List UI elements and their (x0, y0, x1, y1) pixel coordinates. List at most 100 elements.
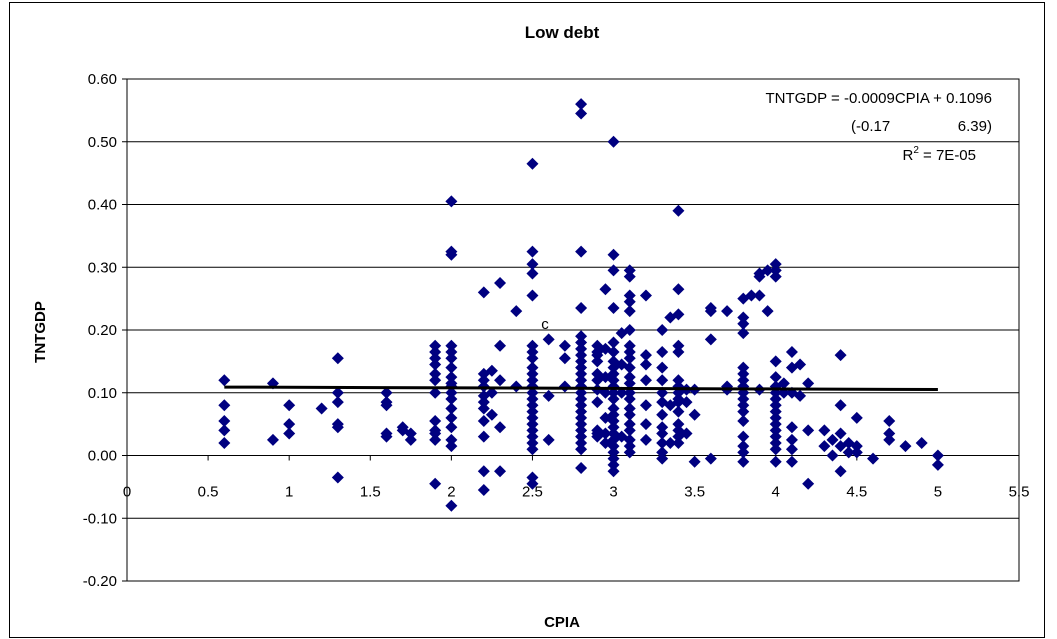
data-point (526, 386, 539, 399)
data-point (769, 264, 782, 277)
data-point (721, 305, 734, 318)
data-point (607, 302, 620, 315)
data-point (558, 339, 571, 352)
data-point (526, 339, 539, 352)
data-point (769, 430, 782, 443)
data-point (526, 443, 539, 456)
data-point (639, 349, 652, 362)
data-point (283, 418, 296, 431)
data-point (607, 264, 620, 277)
data-point (850, 440, 863, 453)
data-point (494, 421, 507, 434)
data-point (445, 248, 458, 261)
data-point (704, 305, 717, 318)
data-point (331, 352, 344, 365)
data-point (826, 433, 839, 446)
data-point (526, 436, 539, 449)
data-point (737, 367, 750, 380)
data-point (575, 436, 588, 449)
data-point (429, 433, 442, 446)
data-point (761, 264, 774, 277)
data-point (429, 339, 442, 352)
data-point (842, 446, 855, 459)
y-tick-label: 0.60 (88, 71, 117, 88)
t-stat-left: (-0.17 (851, 118, 890, 135)
data-point (680, 396, 693, 409)
data-point (380, 430, 393, 443)
data-point (623, 264, 636, 277)
data-point (575, 302, 588, 315)
data-point (802, 424, 815, 437)
chart-frame (9, 2, 1045, 638)
data-point (218, 399, 231, 412)
data-point (526, 471, 539, 484)
data-point (607, 374, 620, 387)
data-point (575, 367, 588, 380)
data-point (704, 333, 717, 346)
data-point (526, 399, 539, 412)
data-point (672, 405, 685, 418)
data-point (737, 393, 750, 406)
x-tick-label: 1.5 (360, 484, 381, 501)
x-tick-label: 1 (285, 484, 293, 501)
data-point (737, 440, 750, 453)
y-tick-label: -0.10 (83, 510, 117, 527)
r-squared: R2 = 7E-05 (902, 145, 976, 164)
data-point (575, 330, 588, 343)
y-tick-label: -0.20 (83, 573, 117, 590)
trendline (224, 385, 938, 392)
data-point (526, 411, 539, 424)
data-point (331, 421, 344, 434)
data-point (850, 411, 863, 424)
data-point (607, 458, 620, 471)
x-tick-label: 2 (447, 484, 455, 501)
data-point (753, 270, 766, 283)
data-point (623, 270, 636, 283)
data-point (485, 386, 498, 399)
data-point (477, 396, 490, 409)
data-point (429, 427, 442, 440)
data-point (445, 421, 458, 434)
data-point (623, 305, 636, 318)
data-point (737, 430, 750, 443)
x-axis-title: CPIA (544, 614, 580, 631)
data-point (656, 324, 669, 336)
data-point (445, 352, 458, 365)
data-point (445, 195, 458, 208)
data-point (607, 446, 620, 459)
data-point (445, 386, 458, 399)
data-point (785, 433, 798, 446)
x-tick-label: 4 (772, 484, 780, 501)
data-point (850, 446, 863, 459)
data-point (575, 98, 588, 111)
data-point (526, 367, 539, 380)
data-point (510, 380, 523, 393)
data-point (477, 430, 490, 443)
equation-line: TNTGDP = -0.0009CPIA + 0.1096 (765, 90, 992, 107)
t-stat-right: 6.39) (958, 118, 992, 135)
data-point (575, 342, 588, 355)
data-point (672, 396, 685, 409)
data-point (575, 349, 588, 362)
data-point (575, 443, 588, 456)
data-point (883, 427, 896, 440)
data-point (445, 433, 458, 446)
data-point (526, 405, 539, 418)
data-point (899, 440, 912, 453)
data-point (769, 436, 782, 449)
y-tick-label: 0.50 (88, 134, 117, 151)
data-point (737, 455, 750, 468)
data-point (623, 393, 636, 406)
data-point (607, 465, 620, 478)
data-point (834, 349, 847, 362)
x-tick-label: 0.5 (198, 484, 219, 501)
data-point (623, 339, 636, 352)
x-tick-label: 4.5 (846, 484, 867, 501)
data-point (575, 411, 588, 424)
data-point (607, 402, 620, 415)
data-point (664, 436, 677, 449)
data-point (575, 399, 588, 412)
data-point (331, 396, 344, 409)
data-point (883, 414, 896, 427)
data-point (429, 367, 442, 380)
